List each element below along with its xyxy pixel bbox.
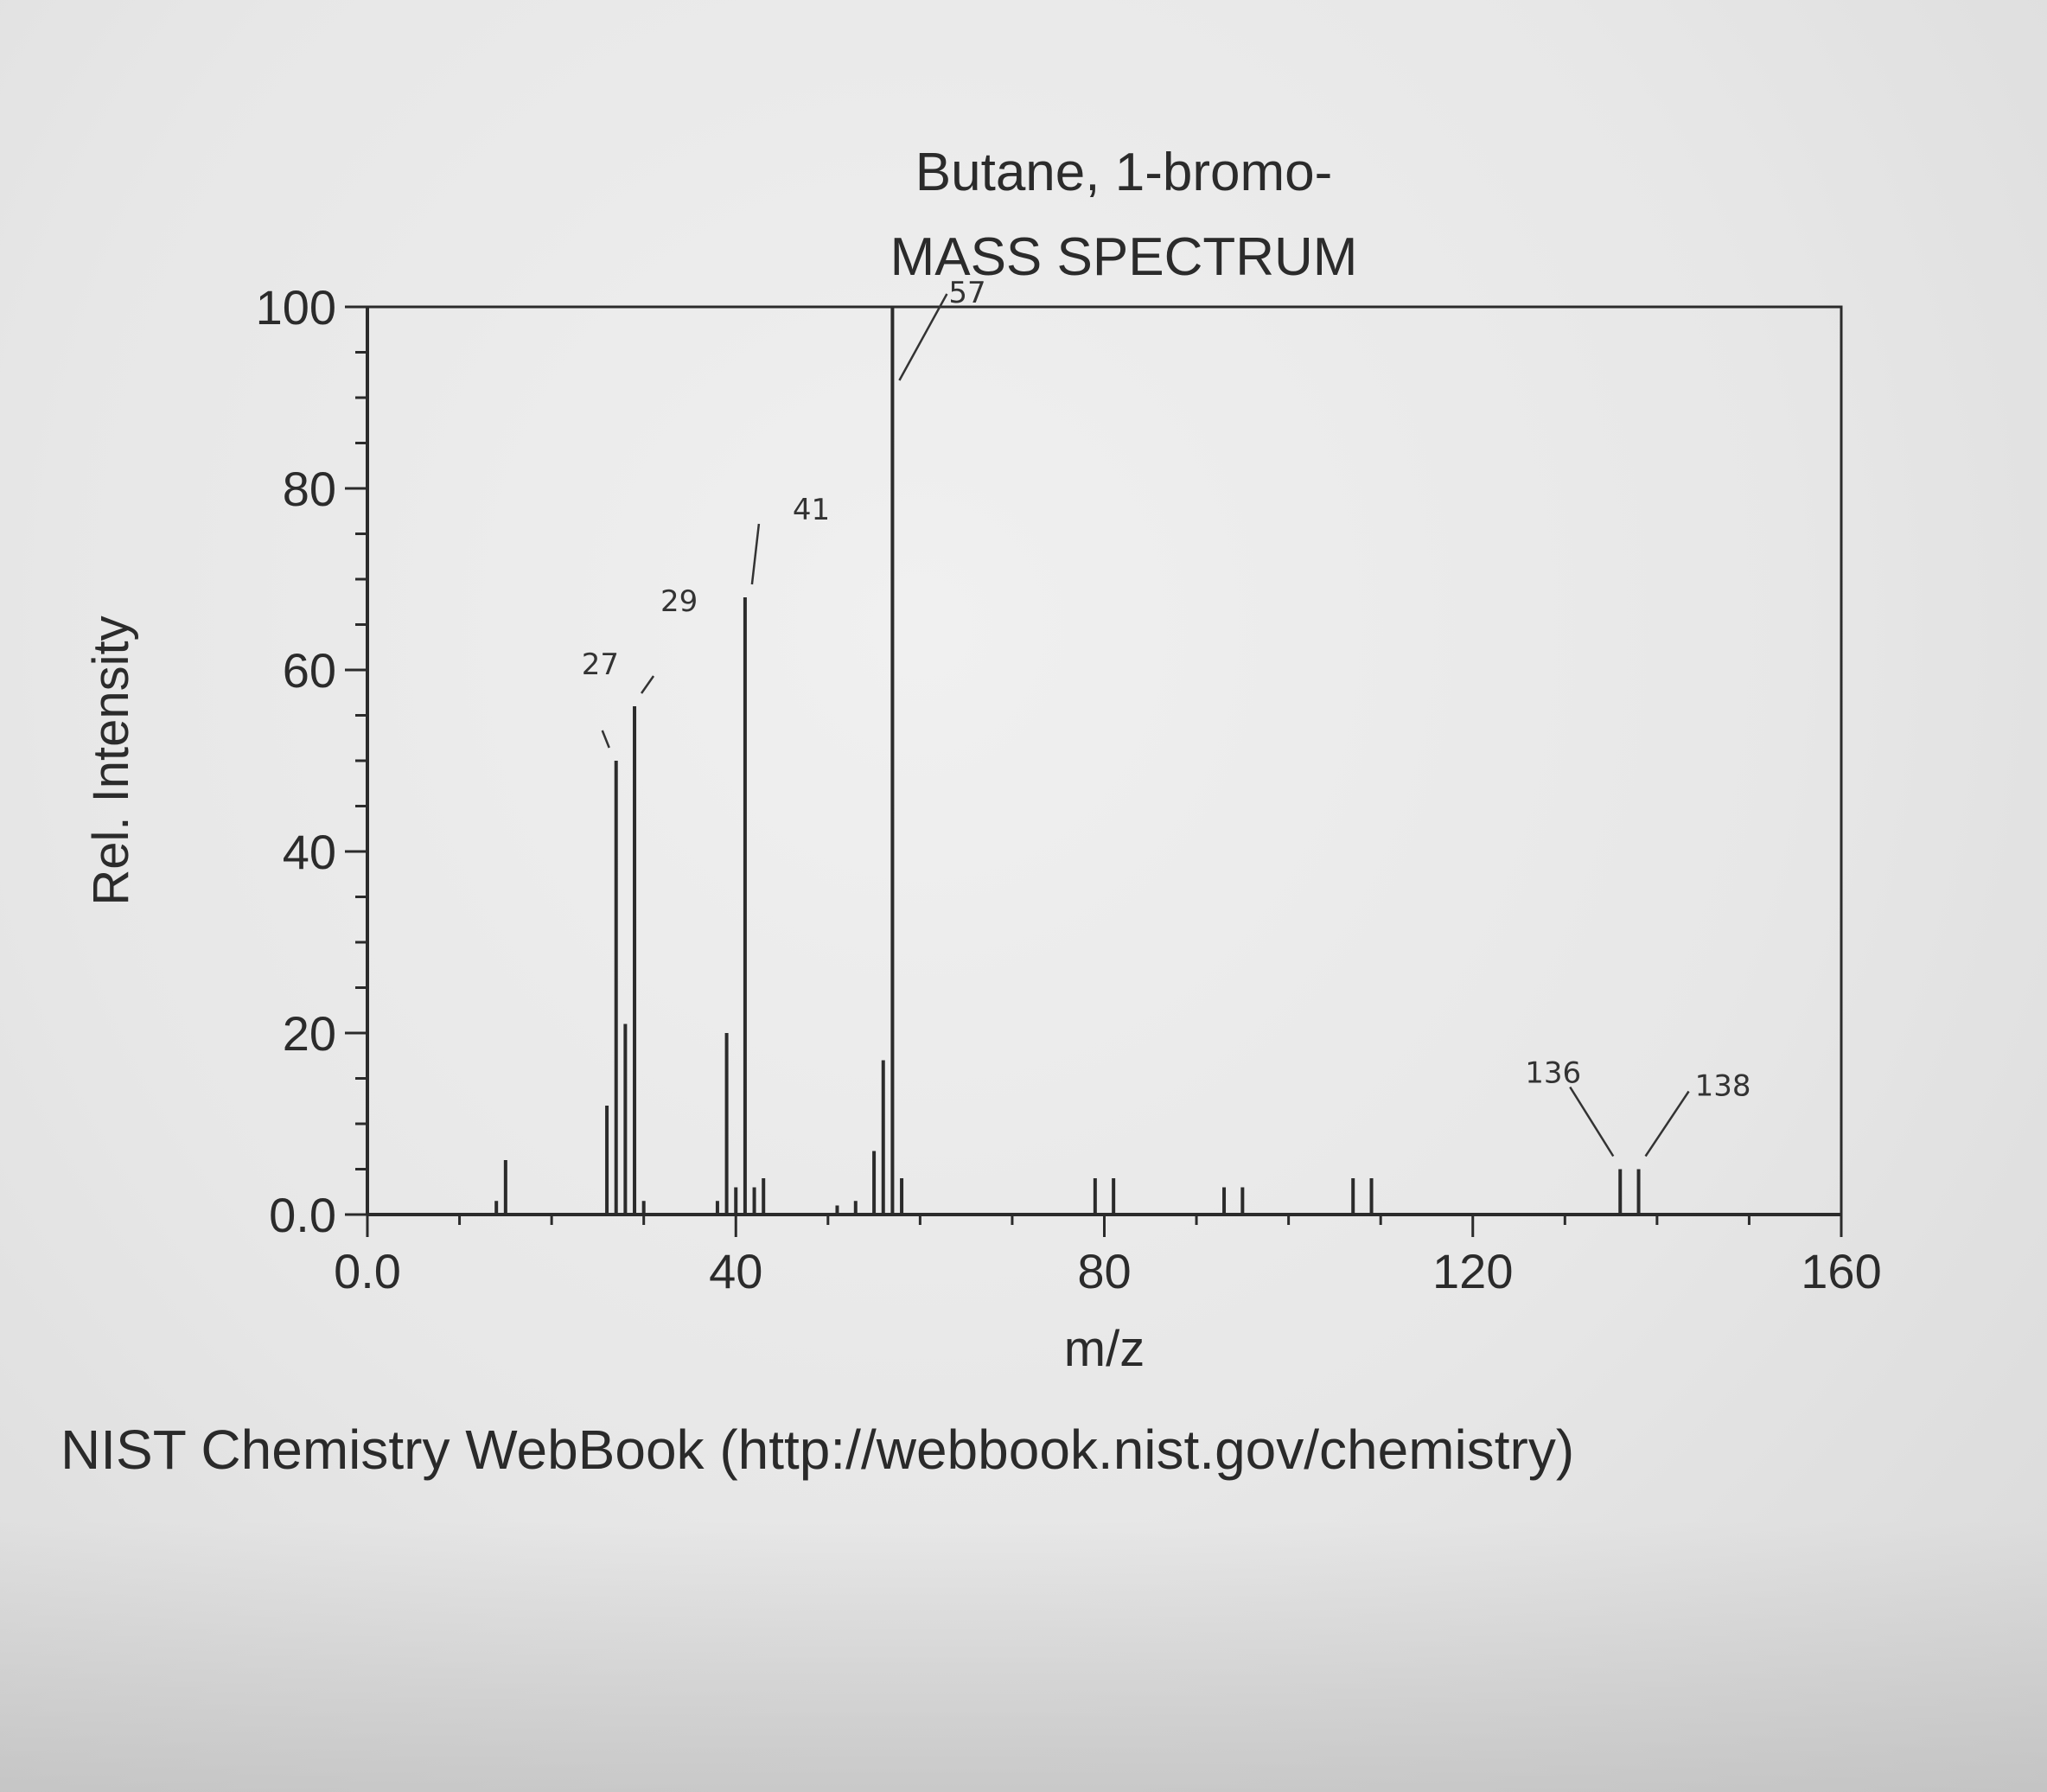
annotation-label: 57 (948, 276, 985, 310)
y-tick-label: 40 (283, 825, 336, 879)
peak-series (494, 307, 1641, 1215)
annotation-leader (1569, 1086, 1615, 1157)
annotation-label: 136 (1525, 1056, 1581, 1091)
y-tick-label: 60 (283, 643, 336, 698)
handwritten-annotations: 27 29 41 57 136 138 (582, 276, 1751, 1157)
annotation-leader (601, 730, 610, 749)
y-tick-label: 80 (283, 462, 336, 516)
annotation-leader (750, 523, 761, 585)
annotation-label: 138 (1695, 1069, 1751, 1104)
y-tick-label: 100 (256, 280, 336, 335)
annotation-label: 29 (660, 584, 698, 619)
chart-title: Butane, 1-bromo- (915, 143, 1332, 202)
source-credit: NIST Chemistry WebBook (http://webbook.n… (61, 1419, 1575, 1481)
annotation-label: 41 (793, 493, 830, 527)
annotation-leader (898, 293, 948, 381)
x-tick-label: 40 (709, 1244, 762, 1298)
x-axis: 0.0 40 80 120 160 (334, 1213, 1882, 1298)
y-tick-label: 20 (283, 1006, 336, 1061)
x-tick-label: 0.0 (334, 1244, 401, 1298)
y-axis: 0.0 20 40 60 80 100 (256, 280, 369, 1242)
y-tick-label: 0.0 (269, 1188, 336, 1242)
annotation-label: 27 (582, 647, 619, 682)
x-axis-label: m/z (1064, 1321, 1145, 1377)
chart-subtitle: MASS SPECTRUM (890, 227, 1358, 287)
annotation-leader (641, 675, 655, 694)
annotation-leader (1644, 1090, 1690, 1157)
x-tick-label: 120 (1432, 1244, 1513, 1298)
plot-frame (366, 305, 1843, 1216)
x-tick-label: 80 (1077, 1244, 1131, 1298)
y-axis-label: Rel. Intensity (83, 615, 139, 905)
x-tick-label: 160 (1801, 1244, 1881, 1298)
